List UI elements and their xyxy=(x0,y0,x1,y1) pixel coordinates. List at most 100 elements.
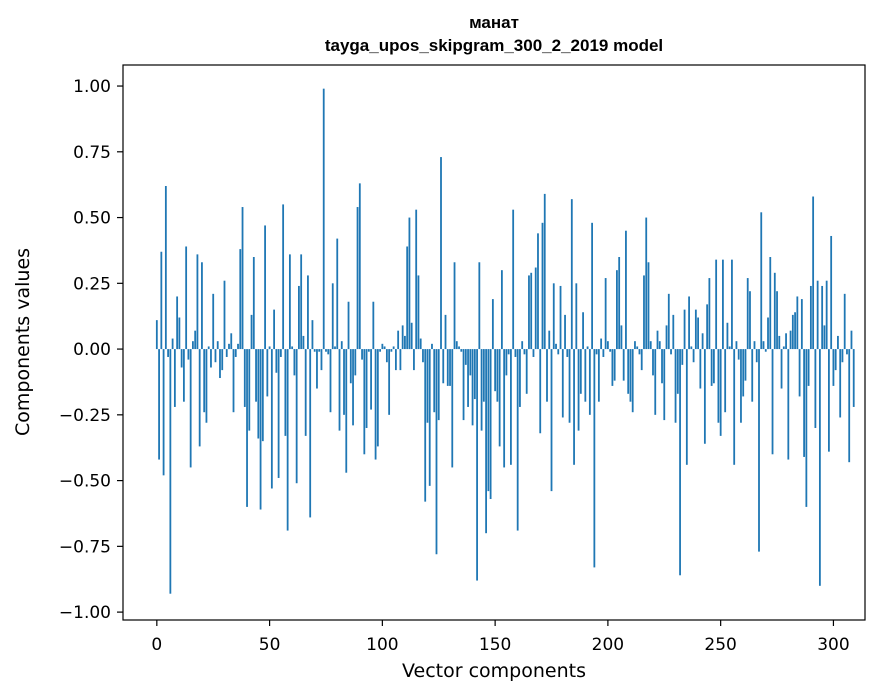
bar-304 xyxy=(841,349,844,363)
bar-173 xyxy=(546,349,548,402)
bar-111 xyxy=(406,246,409,350)
bar-268 xyxy=(760,212,763,350)
bar-259 xyxy=(740,349,742,423)
bar-145 xyxy=(482,349,485,402)
bar-161 xyxy=(519,349,521,407)
bar-140 xyxy=(471,349,474,426)
bar-150 xyxy=(494,349,497,392)
bar-250 xyxy=(719,349,722,436)
bar-79 xyxy=(334,346,336,350)
y-tick-label: −0.75 xyxy=(59,537,111,557)
bar-87 xyxy=(352,349,354,426)
bar-158 xyxy=(512,209,515,350)
bar-249 xyxy=(717,349,720,423)
bar-43 xyxy=(252,257,255,350)
bar-142 xyxy=(476,349,478,581)
bar-286 xyxy=(800,299,803,350)
bar-190 xyxy=(584,349,587,402)
bar-276 xyxy=(778,335,781,350)
bar-68 xyxy=(309,349,312,518)
bar-209 xyxy=(627,349,630,394)
bar-220 xyxy=(652,349,654,376)
bar-218 xyxy=(647,262,650,350)
bar-series xyxy=(155,88,855,594)
bar-196 xyxy=(597,349,600,402)
bar-28 xyxy=(219,349,221,379)
bar-115 xyxy=(415,209,418,350)
x-tick-label: 50 xyxy=(259,635,281,655)
bar-92 xyxy=(363,349,366,455)
bar-8 xyxy=(173,349,176,407)
bar-102 xyxy=(385,349,388,363)
bar-67 xyxy=(307,275,309,350)
bar-261 xyxy=(744,349,747,381)
bar-266 xyxy=(755,349,758,363)
bar-299 xyxy=(830,235,833,350)
bar-281 xyxy=(789,330,792,350)
bar-23 xyxy=(207,346,210,350)
bar-22 xyxy=(205,349,208,423)
bar-246 xyxy=(710,349,713,386)
bar-291 xyxy=(812,196,815,350)
bar-0 xyxy=(155,320,158,350)
bar-110 xyxy=(404,335,406,350)
bar-6 xyxy=(169,349,172,594)
bar-187 xyxy=(577,349,580,431)
bar-184 xyxy=(570,199,573,350)
bar-105 xyxy=(392,346,395,350)
bar-25 xyxy=(212,293,215,350)
y-tick-label: 0.25 xyxy=(73,274,111,294)
bar-75 xyxy=(325,349,327,352)
bar-57 xyxy=(284,349,287,436)
bar-103 xyxy=(388,349,391,415)
bar-273 xyxy=(771,349,774,455)
bar-55 xyxy=(279,349,282,357)
bar-11 xyxy=(180,349,183,368)
bar-30 xyxy=(223,280,226,350)
bar-59 xyxy=(288,254,291,350)
bar-2 xyxy=(160,251,163,350)
bar-193 xyxy=(591,222,593,350)
bar-269 xyxy=(762,341,765,350)
bar-178 xyxy=(557,349,560,355)
bar-76 xyxy=(327,349,330,355)
bar-126 xyxy=(440,157,442,350)
bar-35 xyxy=(234,349,237,357)
bar-71 xyxy=(316,349,318,389)
bar-26 xyxy=(214,349,217,363)
bar-72 xyxy=(318,349,321,352)
bar-81 xyxy=(338,349,341,431)
bar-78 xyxy=(331,283,334,350)
bar-117 xyxy=(419,338,422,350)
bar-122 xyxy=(431,343,433,350)
bar-119 xyxy=(424,349,427,502)
bar-211 xyxy=(631,349,634,413)
bar-309 xyxy=(852,349,855,407)
y-tick-label: 0.50 xyxy=(73,209,111,229)
bar-293 xyxy=(816,280,819,350)
bar-172 xyxy=(543,193,546,350)
bar-13 xyxy=(185,246,188,350)
bar-135 xyxy=(460,349,463,352)
bar-174 xyxy=(548,330,551,350)
bar-191 xyxy=(586,346,589,350)
bar-165 xyxy=(528,275,530,350)
bar-215 xyxy=(640,349,643,371)
bar-167 xyxy=(532,349,535,357)
bar-121 xyxy=(428,349,431,486)
bar-292 xyxy=(814,349,817,428)
bar-185 xyxy=(573,349,575,465)
bar-1 xyxy=(158,349,160,460)
bar-244 xyxy=(706,304,709,350)
bar-183 xyxy=(568,349,571,423)
bar-64 xyxy=(300,254,303,350)
bar-120 xyxy=(426,349,429,423)
bar-265 xyxy=(753,341,756,350)
bar-198 xyxy=(602,349,605,357)
bar-149 xyxy=(491,299,494,350)
bar-205 xyxy=(618,257,621,350)
bar-177 xyxy=(555,343,557,350)
bar-133 xyxy=(455,341,458,350)
bar-63 xyxy=(298,285,300,350)
bar-255 xyxy=(731,259,733,350)
